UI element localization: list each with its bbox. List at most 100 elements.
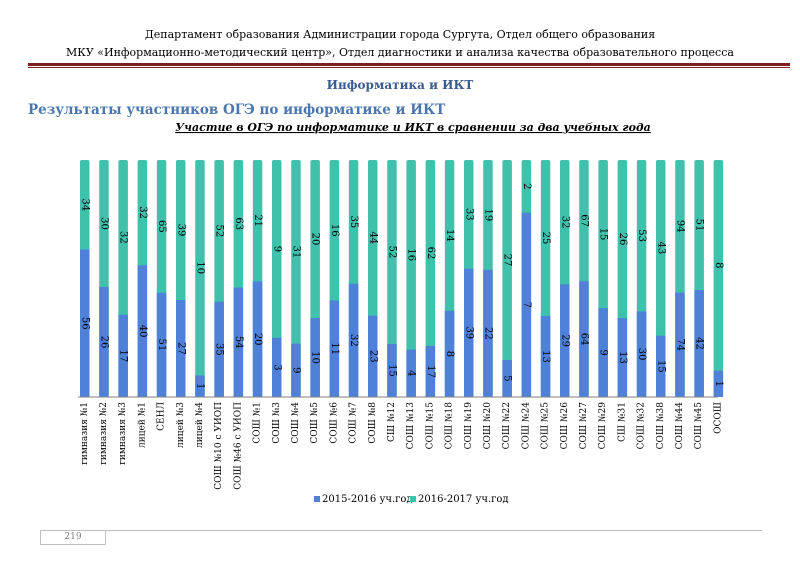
legend-label-series-2: 2016-2017 уч.год [418, 494, 509, 505]
data-label-2015-2016: 40 [137, 325, 148, 338]
bar-2015-2016 [406, 349, 416, 397]
data-label-2016-2017: 21 [252, 214, 263, 227]
data-label-2015-2016: 1 [713, 381, 724, 387]
data-label-2016-2017: 20 [310, 233, 321, 246]
data-label-2015-2016: 13 [540, 350, 551, 363]
data-label-2015-2016: 30 [636, 348, 647, 361]
x-tick-label: СОШ №25 [541, 402, 551, 450]
bar-2015-2016 [252, 281, 263, 397]
bar-2015-2016 [156, 292, 167, 397]
section-title: Результаты участников ОГЭ по информатике… [28, 102, 446, 118]
x-tick-label: СОШ №45 [694, 402, 704, 450]
x-tick-label: СОШ №13 [406, 402, 416, 450]
data-label-2016-2017: 14 [444, 229, 455, 242]
data-label-2015-2016: 22 [482, 327, 493, 340]
data-label-2015-2016: 13 [617, 351, 628, 364]
x-tick-label: гимназия №3 [118, 402, 128, 465]
bar-2015-2016 [656, 335, 666, 397]
legend-swatch-series-2 [410, 496, 416, 502]
data-label-2016-2017: 63 [233, 217, 244, 230]
header-rule-thin [28, 67, 790, 68]
data-label-2016-2017: 52 [214, 224, 225, 237]
data-label-2015-2016: 11 [329, 342, 340, 355]
data-label-2015-2016: 27 [175, 342, 186, 355]
data-label-2016-2017: 8 [713, 262, 724, 268]
x-tick-label: СОШ №8 [368, 402, 378, 444]
bar-2015-2016 [598, 308, 608, 397]
bar-2015-2016 [233, 287, 244, 397]
data-label-2016-2017: 25 [540, 232, 551, 245]
bar-2015-2016 [272, 337, 282, 397]
data-label-2015-2016: 32 [348, 334, 359, 347]
data-label-2015-2016: 51 [156, 339, 167, 352]
bar-2015-2016 [521, 212, 532, 397]
bar-2015-2016 [694, 289, 704, 397]
x-tick-label: СОШ №46 с УИОП [233, 402, 243, 490]
bar-2016-2017 [502, 160, 512, 397]
data-label-2016-2017: 16 [329, 224, 340, 237]
data-label-2016-2017: 15 [598, 228, 609, 241]
data-label-2016-2017: 16 [406, 248, 417, 261]
data-label-2015-2016: 1 [194, 383, 205, 389]
x-tick-label: СОШ №26 [560, 402, 570, 450]
bar-2016-2017 [195, 160, 205, 397]
x-tick-label: СОШ №44 [675, 402, 685, 450]
data-label-2016-2017: 94 [674, 220, 685, 233]
x-tick-label: гимназия №1 [80, 402, 90, 465]
x-tick-label: СОШ №1 [253, 402, 263, 444]
data-label-2016-2017: 53 [636, 229, 647, 242]
data-label-2016-2017: 32 [559, 216, 570, 229]
x-tick-label: СЕНЛ [157, 402, 167, 431]
bar-2015-2016 [195, 375, 205, 397]
bar-2015-2016 [214, 301, 224, 397]
data-label-2016-2017: 67 [578, 214, 589, 227]
bar-2015-2016 [579, 281, 589, 397]
data-label-2015-2016: 23 [367, 350, 378, 363]
x-tick-label: СОШ №27 [579, 402, 589, 450]
bar-2015-2016 [617, 318, 628, 397]
data-label-2016-2017: 10 [194, 261, 205, 274]
x-tick-label: СОШ №18 [445, 402, 455, 450]
bar-2015-2016 [387, 343, 397, 397]
data-label-2016-2017: 19 [482, 209, 493, 222]
chart-title: Участие в ОГЭ по информатике и ИКТ в сра… [175, 121, 651, 134]
bar-2015-2016 [348, 283, 359, 397]
header-line-1: Департамент образования Администрации го… [144, 28, 656, 41]
x-tick-label: лицей №4 [195, 402, 205, 448]
header-line-2: МКУ «Информационно-методический центр», … [66, 46, 734, 59]
x-tick-label: СОШ №22 [502, 402, 512, 449]
data-label-2015-2016: 8 [444, 351, 455, 357]
data-label-2016-2017: 9 [271, 246, 282, 252]
bar-2015-2016 [137, 265, 148, 397]
x-tick-label: СОШ №5 [310, 402, 320, 444]
x-tick-label: СОШ №6 [329, 402, 339, 444]
data-label-2015-2016: 4 [406, 370, 417, 376]
footer-rule [40, 530, 762, 531]
data-label-2016-2017: 33 [463, 208, 474, 221]
page-number: 219 [40, 530, 106, 545]
bar-2015-2016 [329, 300, 340, 397]
x-tick-label: СОШ №7 [349, 402, 359, 444]
data-label-2015-2016: 54 [233, 336, 244, 349]
data-label-2015-2016: 56 [79, 317, 90, 330]
data-label-2015-2016: 39 [463, 326, 474, 339]
bar-2016-2017 [406, 160, 416, 397]
x-tick-label: лицей №1 [137, 402, 147, 448]
bar-2016-2017 [713, 160, 724, 397]
header-rule-thick [28, 63, 790, 66]
x-tick-label: СОШ №38 [656, 402, 666, 450]
data-label-2016-2017: 30 [98, 217, 109, 230]
data-label-2016-2017: 34 [79, 198, 90, 211]
x-tick-label: СОШ №4 [291, 402, 301, 444]
data-label-2015-2016: 15 [386, 364, 397, 377]
x-tick-label: СОШ №3 [272, 402, 282, 444]
data-label-2016-2017: 2 [521, 183, 532, 189]
data-label-2015-2016: 15 [655, 360, 666, 373]
bar-2015-2016 [118, 314, 128, 397]
x-tick-label: СШ №31 [617, 402, 627, 442]
x-tick-label: СОШ №29 [598, 402, 608, 450]
bar-2016-2017 [387, 160, 397, 397]
x-tick-label: СОШ №15 [425, 402, 435, 450]
bar-2015-2016 [464, 268, 474, 397]
